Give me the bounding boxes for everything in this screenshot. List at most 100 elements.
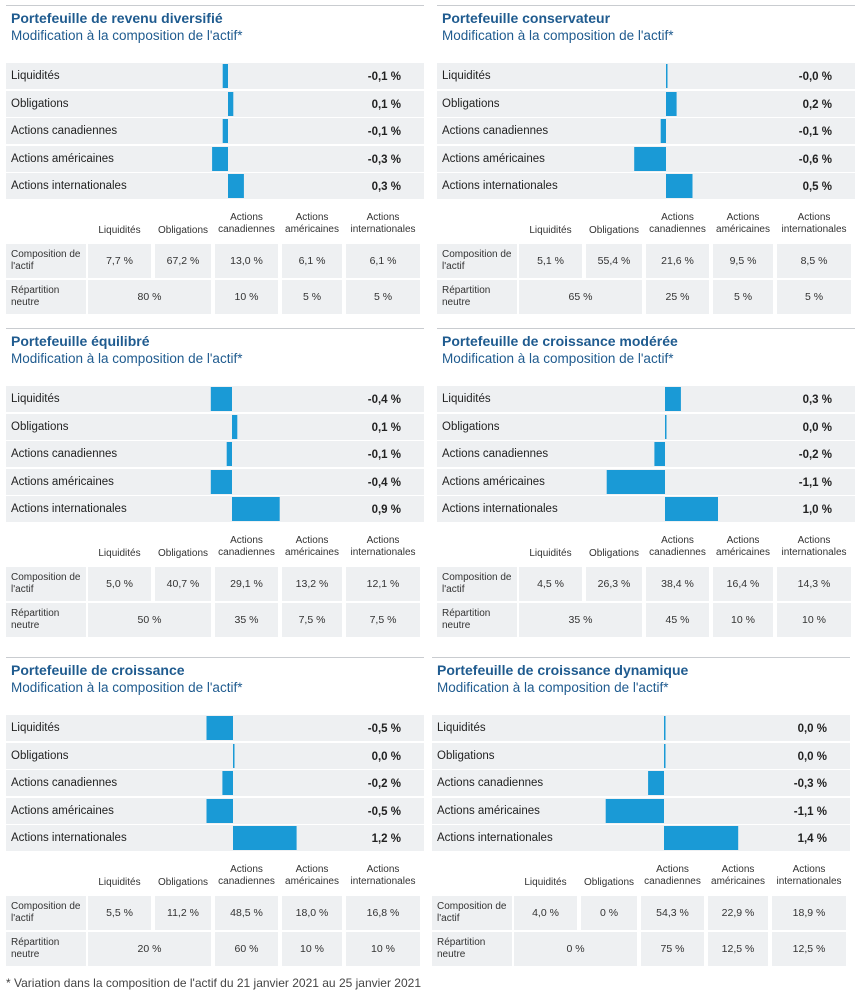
chart-row-background [437,173,855,199]
table-column-header-line: américaines [285,224,339,235]
table-column-header-line: canadiennes [218,876,275,887]
value-label: -0,0 % [799,71,832,83]
category-label: Obligations [442,98,500,110]
table-column-header-line: Actions [295,212,329,223]
composition-cell: 16,8 % [346,896,420,930]
table-row-label: Composition de l'actif [6,896,86,930]
value-label: 1,0 % [803,504,832,516]
bar [222,64,228,88]
chart-row-background [6,825,424,851]
composition-cell: 12,1 % [346,567,420,601]
bar [228,174,244,198]
panel-subtitle: Modification à la composition de l'actif… [442,351,674,366]
composition-cell: 5,5 % [88,896,151,930]
category-label: Actions américaines [442,153,545,165]
composition-cell: 29,1 % [215,567,278,601]
table-row-label: Composition de l'actif [6,244,86,278]
panel-subtitle: Modification à la composition de l'actif… [11,28,243,43]
chart-row-background [432,770,850,796]
value-label: -1,1 % [794,806,827,818]
table-column-header-line: Actions [797,535,831,546]
composition-cell: 5,1 % [519,244,582,278]
bar [232,415,238,439]
table-column-header: Actions américaines [282,535,342,559]
category-label: Actions canadiennes [442,448,548,460]
panel-title: Portefeuille conservateur [442,10,611,26]
bar [228,92,234,116]
portfolio-panel: Portefeuille de croissance Modification à… [6,657,424,969]
table-column-header-line: Actions [797,212,831,223]
chart-row-background [437,386,855,412]
table-column-header: Obligations [157,877,209,888]
category-label: Actions américaines [437,805,540,817]
table-column-header-line: américaines [711,876,765,887]
value-label: 0,9 % [372,504,401,516]
table-column-header-line: canadiennes [218,224,275,235]
portfolio-panel: Portefeuille conservateur Modification à … [437,5,855,317]
panel-divider [6,5,424,6]
neutral-cell: 20 % [88,932,211,966]
value-label: -0,5 % [368,806,401,818]
table-row-label: Répartition neutre [6,280,86,314]
composition-cell: 48,5 % [215,896,278,930]
table-row-label: Composition de l'actif [6,567,86,601]
table-column-header: Actions internationales [777,535,851,559]
chart-row-background [437,414,855,440]
table-row-label: Répartition neutre [432,932,512,966]
category-label: Actions internationales [11,503,127,515]
allocation-table: Liquidités Obligations Actions canadiennes A… [6,528,424,638]
bar [666,92,677,116]
category-label: Actions américaines [11,153,114,165]
table-column-header-line: Actions [661,212,694,223]
bar [666,64,668,88]
bar [605,799,664,823]
composition-cell: 14,3 % [777,567,851,601]
neutral-cell: 10 % [713,603,773,637]
neutral-cell: 45 % [646,603,709,637]
table-column-header: Obligations [157,225,209,236]
bar [222,771,233,795]
table-column-header-line: internationales [350,876,416,887]
bar [212,147,228,171]
table-row-label: Composition de l'actif [437,244,517,278]
table-column-header: Obligations [588,548,640,559]
table-column-header-line: Actions [295,535,329,546]
allocation-table: Liquidités Obligations Actions canadiennes A… [6,205,424,315]
table-column-header-line: Actions [661,535,694,546]
value-label: 0,0 % [803,422,832,434]
value-label: -0,1 % [799,126,832,138]
category-label: Actions américaines [442,476,545,488]
value-label: 0,5 % [803,181,832,193]
table-column-header-line: internationales [350,224,416,235]
bar [664,716,666,740]
chart-row-background [437,63,855,89]
bar [634,147,666,171]
value-label: -1,1 % [799,477,832,489]
table-column-header-line: Actions [295,864,329,875]
category-label: Actions internationales [11,180,127,192]
table-column-header-line: internationales [350,547,416,558]
composition-cell: 21,6 % [646,244,709,278]
table-column-header-line: Actions [366,864,400,875]
table-column-header: Liquidités [98,877,141,888]
chart-row-background [6,91,424,117]
category-label: Actions internationales [11,832,127,844]
composition-cell: 8,5 % [777,244,851,278]
allocation-table: Liquidités Obligations Actions canadiennes A… [432,857,850,967]
chart-row-background [6,173,424,199]
chart-row-background [6,743,424,769]
category-label: Actions internationales [442,503,558,515]
table-column-header-line: américaines [285,547,339,558]
bar [206,799,233,823]
composition-cell: 18,9 % [772,896,846,930]
table-row-label: Répartition neutre [437,280,517,314]
value-label: 0,3 % [372,181,401,193]
value-label: 0,2 % [803,99,832,111]
value-label: -0,2 % [799,449,832,461]
neutral-cell: 5 % [282,280,342,314]
value-label: 0,0 % [798,723,827,735]
category-label: Actions américaines [11,805,114,817]
table-column-header-line: internationales [776,876,842,887]
table-column-header: Actions canadiennes [646,535,709,559]
value-label: -0,4 % [368,394,401,406]
